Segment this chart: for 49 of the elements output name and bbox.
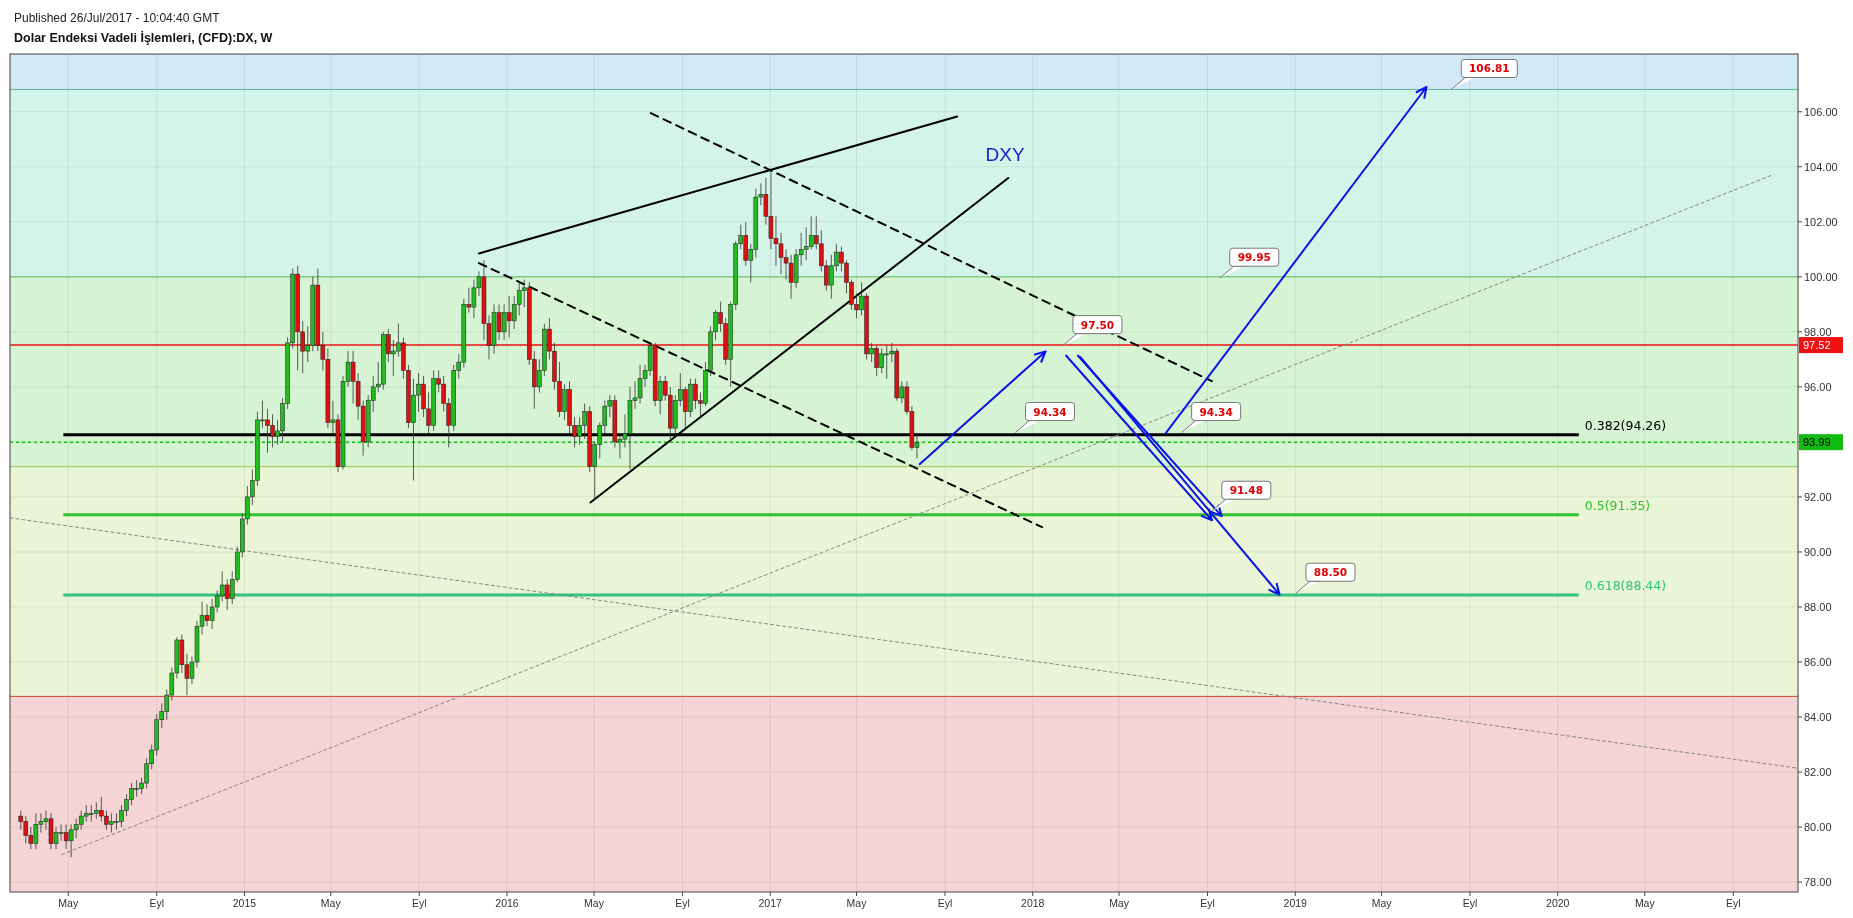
y-tick-label: 92.00 [1804, 490, 1832, 503]
x-tick-label: Eyl [1200, 897, 1215, 909]
y-tick-label: 100.00 [1804, 270, 1838, 283]
chart-subtitle: Published 26/Jul/2017 - 10:04:40 GMT [14, 11, 221, 25]
annotation: 106.81 [1469, 62, 1510, 75]
annotation: 88.50 [1313, 566, 1348, 579]
y-tick-label: 82.00 [1804, 765, 1832, 778]
y-tick-label: 102.00 [1804, 215, 1838, 228]
x-tick-label: 2015 [232, 897, 257, 909]
annotation: 94.34 [1033, 405, 1067, 418]
x-tick-label: Eyl [411, 897, 427, 909]
y-tick-label: 80.00 [1804, 820, 1832, 833]
ref-line-label: 0.5(91.35) [1584, 497, 1651, 513]
x-tick-label: 2018 [1021, 897, 1045, 909]
ref-line-label: 93.99 [1803, 436, 1831, 449]
x-tick-label: Eyl [1725, 897, 1741, 909]
y-tick-label: 78.00 [1804, 875, 1832, 888]
x-tick-label: 2017 [758, 897, 783, 909]
x-tick-label: May [584, 897, 605, 909]
ref-line-label: 0.382(94.26) [1584, 417, 1667, 433]
x-tick-label: May [320, 897, 342, 909]
x-tick-label: Eyl [675, 897, 690, 909]
y-tick-label: 86.00 [1804, 655, 1832, 668]
annotation: DXY [985, 144, 1025, 166]
ref-line-label: 0.618(88.44) [1584, 577, 1667, 593]
y-tick-label: 104.00 [1804, 160, 1838, 173]
x-tick-label: May [1371, 897, 1393, 909]
x-tick-label: 2016 [495, 897, 519, 909]
x-tick-label: 2020 [1546, 897, 1570, 909]
ref-line-label: 97.52 [1803, 338, 1831, 351]
annotation: 99.95 [1237, 251, 1271, 264]
y-tick-label: 90.00 [1804, 545, 1832, 558]
x-tick-label: Eyl [1462, 897, 1478, 909]
y-tick-label: 88.00 [1804, 600, 1832, 613]
y-tick-label: 98.00 [1804, 325, 1832, 338]
x-tick-label: Eyl [937, 897, 953, 909]
y-tick-label: 106.00 [1804, 105, 1838, 118]
x-tick-label: May [1109, 897, 1130, 909]
y-tick-label: 84.00 [1804, 710, 1832, 723]
annotation: 91.48 [1229, 484, 1263, 497]
chart-title: Dolar Endeksi Vadeli İşlemleri, (CFD):DX, W [14, 30, 273, 45]
x-tick-label: May [846, 897, 868, 909]
x-tick-label: Eyl [149, 897, 165, 909]
y-tick-label: 96.00 [1804, 380, 1832, 393]
annotation: 97.50 [1080, 318, 1115, 331]
x-tick-label: May [1634, 897, 1656, 909]
annotation: 94.34 [1199, 405, 1233, 418]
x-tick-label: May [58, 897, 79, 909]
x-tick-label: 2019 [1283, 897, 1308, 909]
